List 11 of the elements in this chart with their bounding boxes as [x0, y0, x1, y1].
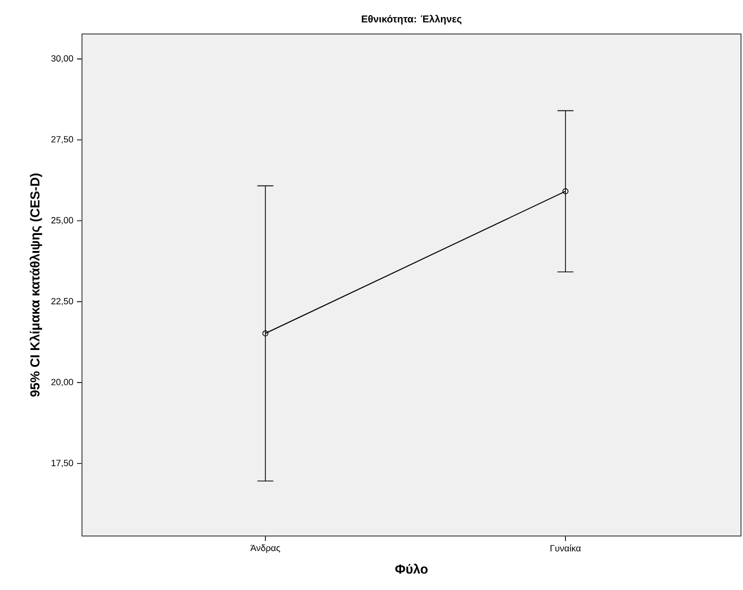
y-tick-label: 17,50	[52, 460, 74, 468]
y-tick-label: 30,00	[51, 55, 74, 63]
y-tick-label: 25,00	[51, 217, 74, 224]
x-axis-title: Φύλο	[395, 564, 428, 574]
x-tick-label: Άνδρας	[250, 544, 280, 553]
x-tick-label: Γυναίκα	[550, 544, 581, 552]
chart-title: Εθνικότητα: Έλληνες	[362, 14, 462, 24]
y-tick-label: 22,50	[51, 298, 74, 306]
y-tick-label: 20,00	[51, 378, 74, 386]
y-tick-label: 27,50	[51, 136, 74, 144]
y-axis-title: 95% CI Κλίμακα κατάθλιψης (CES-D)	[30, 174, 42, 397]
